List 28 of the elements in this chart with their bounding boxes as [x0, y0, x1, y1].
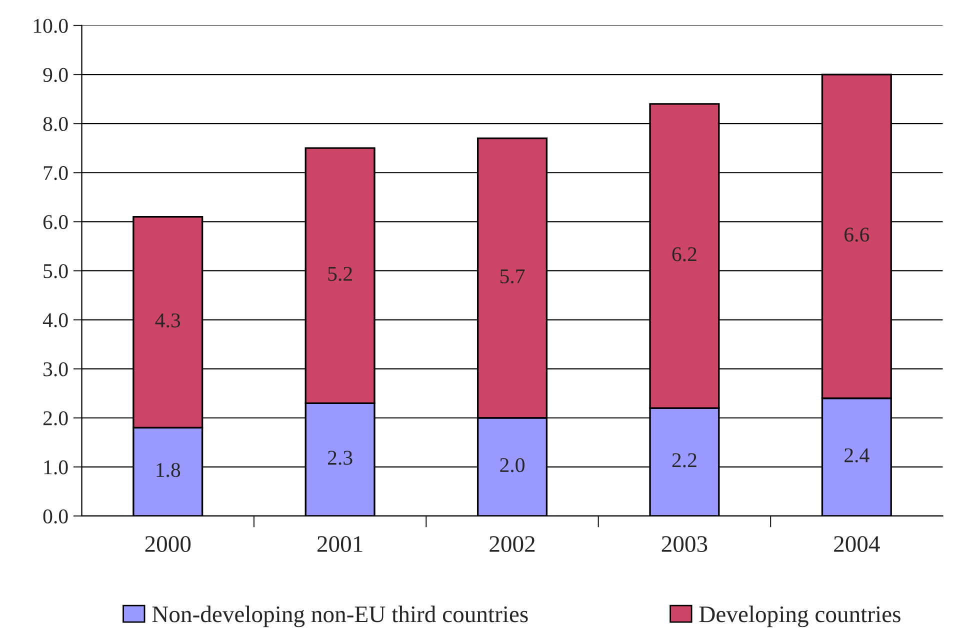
x-tick-label: 2002: [490, 536, 535, 552]
data-label: 2.2: [672, 453, 696, 468]
x-tick-label: 2001: [317, 536, 362, 552]
data-label: 6.6: [844, 228, 870, 242]
data-label: 2.0: [500, 458, 524, 472]
y-tick-label: 4.0: [42, 313, 68, 328]
data-label: 6.2: [672, 247, 696, 262]
data-label: 5.7: [500, 269, 525, 284]
data-label: 4.3: [155, 313, 180, 328]
y-tick-label: 5.0: [44, 264, 68, 278]
y-tick-label: 8.0: [43, 116, 68, 132]
legend-label: Non-developing non-EU third countries: [152, 606, 528, 628]
y-tick-label: 7.0: [44, 166, 68, 180]
x-tick-label: 2000: [145, 536, 191, 552]
x-tick-label: 2003: [662, 536, 708, 552]
legend-label: Developing countries: [699, 606, 900, 628]
data-label: 1.8: [156, 462, 180, 478]
data-label: 2.4: [844, 448, 870, 462]
y-tick-label: 9.0: [43, 68, 68, 82]
y-tick-label: 6.0: [43, 215, 68, 230]
y-tick-label: 10.0: [34, 18, 68, 34]
x-tick-label: 2004: [834, 536, 880, 552]
y-tick-label: 1.0: [44, 460, 68, 474]
y-tick-label: 3.0: [44, 362, 68, 376]
y-tick-label: 0.0: [43, 509, 68, 524]
y-tick-label: 2.0: [43, 411, 68, 426]
data-label: 2.3: [328, 450, 352, 465]
data-label: 5.2: [328, 266, 352, 281]
